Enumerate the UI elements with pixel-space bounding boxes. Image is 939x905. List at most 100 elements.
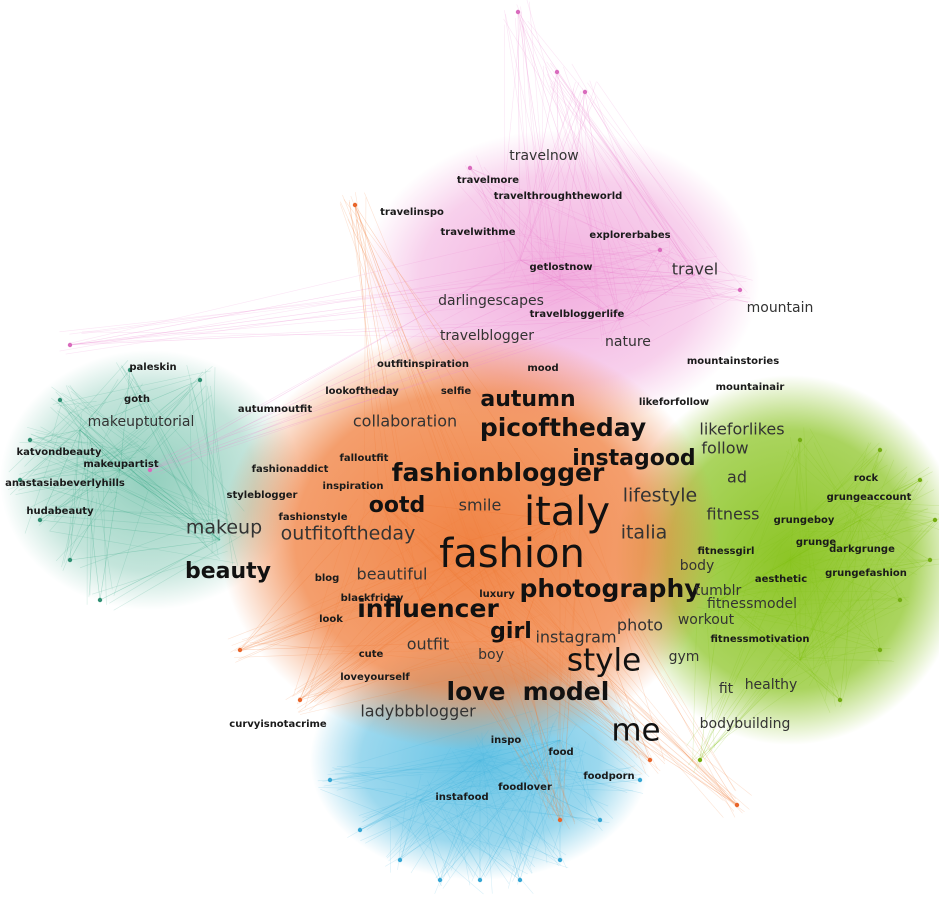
edge [53, 461, 146, 512]
edge [530, 532, 658, 769]
edge [704, 543, 867, 760]
edge [395, 499, 750, 810]
edge [738, 442, 872, 630]
edge [464, 165, 513, 260]
edge [565, 500, 736, 791]
edge [57, 401, 97, 407]
node [197, 377, 203, 383]
edge [456, 182, 520, 254]
edge [803, 453, 879, 540]
edge [53, 451, 109, 521]
edge [465, 173, 714, 277]
edge [696, 606, 872, 642]
hashtag-label-makeup: makeup [186, 517, 262, 539]
edge [449, 778, 536, 868]
hashtag-label-mountain: mountain [747, 300, 814, 316]
edge [789, 559, 901, 601]
edge [379, 499, 651, 761]
edge [480, 555, 659, 774]
hashtag-label-fashionaddict: fashionaddict [252, 464, 329, 475]
edge [314, 497, 577, 703]
edge [69, 267, 584, 335]
edge [440, 805, 486, 878]
edge [79, 429, 121, 471]
hashtag-label-darlingescapes: darlingescapes [438, 293, 544, 309]
edge [469, 539, 738, 806]
edge [590, 102, 711, 292]
edge [789, 519, 861, 561]
edge [596, 81, 717, 256]
hashtag-label-grungefashion: grungefashion [825, 568, 907, 579]
edge [471, 720, 538, 882]
edge [339, 203, 463, 556]
edge [479, 739, 561, 881]
edge [723, 450, 801, 629]
hashtag-label-likeforfollow: likeforfollow [639, 397, 709, 408]
edge [299, 639, 521, 701]
edge [516, 4, 635, 307]
edge [419, 739, 561, 801]
edge [358, 755, 554, 829]
hashtag-label-grungeaccount: grungeaccount [827, 492, 912, 503]
edge [508, 634, 576, 825]
edge [499, 11, 522, 238]
edge [770, 636, 884, 688]
edge [819, 449, 887, 579]
edge [461, 751, 597, 819]
edge [419, 799, 481, 881]
edge [50, 402, 63, 442]
edge [619, 289, 741, 321]
edge [708, 664, 794, 752]
edge [452, 788, 471, 886]
edge [79, 429, 121, 471]
edge [69, 279, 561, 346]
edge [356, 218, 473, 554]
edge [39, 429, 81, 521]
edge [69, 385, 148, 491]
edge [347, 748, 503, 838]
edge [24, 436, 59, 534]
edge [693, 670, 819, 761]
edge [693, 544, 783, 773]
hashtag-label-hudabeauty: hudabeauty [26, 506, 94, 517]
edge [719, 599, 881, 651]
edge [776, 565, 924, 589]
edge [158, 282, 516, 473]
edge [360, 524, 661, 772]
edge [329, 759, 481, 781]
hashtag-label-outfitoftheday: outfitoftheday [281, 523, 416, 545]
edge [398, 730, 489, 861]
hashtag-label-travelwithme: travelwithme [441, 227, 516, 238]
edge [61, 392, 148, 444]
edge [297, 494, 583, 713]
edge [706, 435, 814, 578]
hashtag-label-fitness: fitness [706, 505, 759, 524]
hashtag-label-smile: smile [459, 496, 502, 515]
hashtag-label-blog: blog [315, 573, 340, 584]
edge [674, 295, 746, 303]
edge [693, 607, 898, 621]
edge [238, 547, 489, 660]
edge [29, 439, 221, 541]
edge [57, 410, 211, 526]
edge [443, 520, 737, 800]
edge [69, 319, 621, 346]
edge [513, 766, 570, 877]
node [67, 342, 73, 348]
edge [469, 167, 521, 261]
edge [50, 406, 85, 440]
edge [519, 639, 561, 821]
edge [205, 368, 209, 521]
edge [317, 774, 424, 782]
edge [741, 609, 834, 697]
hashtag-label-fit: fit [719, 681, 734, 697]
edge [713, 660, 787, 753]
edge [873, 545, 907, 601]
edge [234, 492, 574, 652]
edge [519, 259, 561, 281]
edge [523, 241, 652, 264]
hashtag-label-boy: boy [478, 647, 504, 663]
edge [492, 771, 596, 830]
node [237, 647, 243, 653]
hashtag-label-collaboration: collaboration [353, 412, 457, 431]
